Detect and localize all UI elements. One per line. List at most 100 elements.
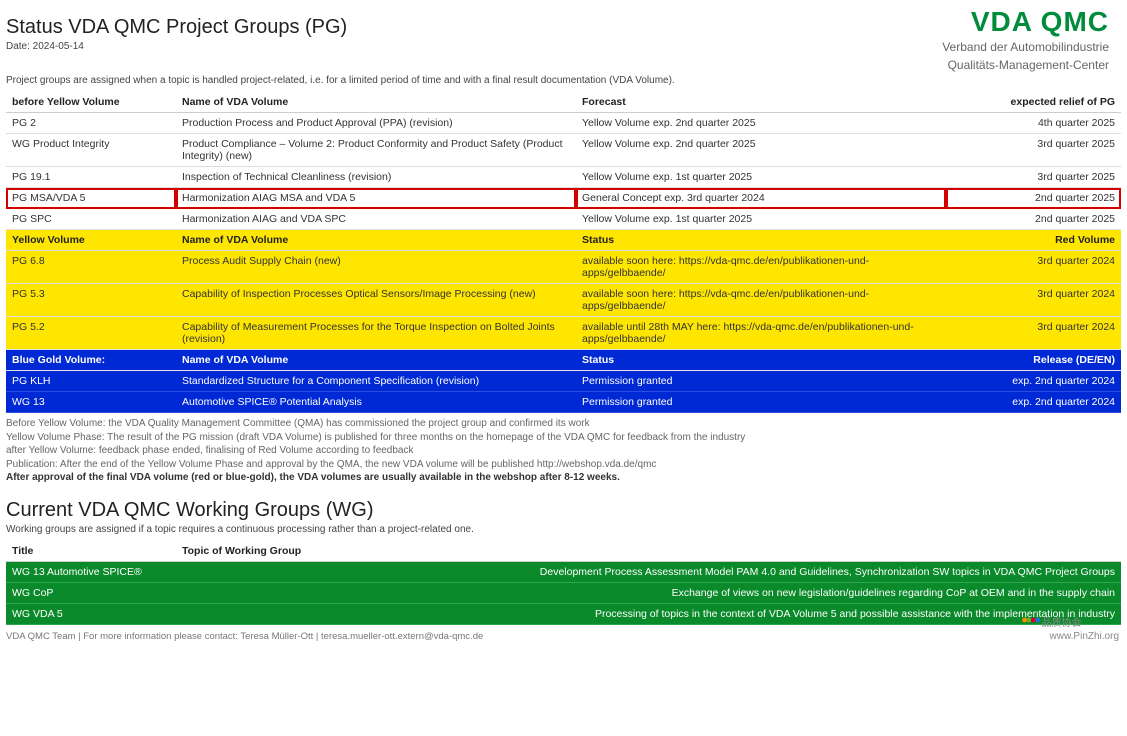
table-row: WG VDA 5Processing of topics in the cont… [6, 603, 1121, 624]
note-bold: After approval of the final VDA volume (… [6, 471, 1121, 485]
watermark-icon: •••• [1022, 610, 1039, 630]
logo-block: VDA QMC Verband der Automobilindustrie Q… [942, 6, 1121, 73]
table-row: PG 5.3Capability of Inspection Processes… [6, 284, 1121, 317]
table-cell: available soon here: https://vda-qmc.de/… [576, 284, 946, 317]
pg-notes: Before Yellow Volume: the VDA Quality Ma… [6, 417, 1121, 485]
table-cell: Yellow Volume exp. 1st quarter 2025 [576, 167, 946, 188]
watermark-line1: 品质协会 [1042, 618, 1082, 629]
col-name: Name of VDA Volume [176, 92, 576, 113]
table-cell: Capability of Measurement Processes for … [176, 317, 576, 350]
table-cell: available until 28th MAY here: https://v… [576, 317, 946, 350]
table-cell: WG 13 Automotive SPICE® [6, 561, 176, 582]
wg-title: Current VDA QMC Working Groups (WG) [6, 499, 1121, 522]
pg-title: Status VDA QMC Project Groups (PG) [6, 16, 942, 39]
note-line: Publication: After the end of the Yellow… [6, 458, 1121, 472]
table-cell: PG KLH [6, 371, 176, 392]
table-cell: General Concept exp. 3rd quarter 2024 [576, 188, 946, 209]
watermark-line2: www.PinZhi.org [1050, 631, 1119, 642]
table-cell: PG SPC [6, 209, 176, 230]
table-cell: Processing of topics in the context of V… [176, 603, 1121, 624]
table-cell: WG Product Integrity [6, 134, 176, 167]
table-cell: 3rd quarter 2024 [946, 284, 1121, 317]
table-cell: exp. 2nd quarter 2024 [946, 371, 1121, 392]
table-cell: PG MSA/VDA 5 [6, 188, 176, 209]
table-cell: 3rd quarter 2024 [946, 317, 1121, 350]
table-cell: Inspection of Technical Cleanliness (rev… [176, 167, 576, 188]
wg-table: Title Topic of Working Group WG 13 Autom… [6, 541, 1121, 625]
watermark: •••• 品质协会 www.PinZhi.org [1022, 611, 1119, 642]
table-row: WG CoPExchange of views on new legislati… [6, 582, 1121, 603]
col-bgv: Blue Gold Volume: [6, 350, 176, 371]
table-row: PG KLHStandardized Structure for a Compo… [6, 371, 1121, 392]
col-yv: Yellow Volume [6, 230, 176, 251]
pg-white-header: before Yellow Volume Name of VDA Volume … [6, 92, 1121, 113]
table-cell: Standardized Structure for a Component S… [176, 371, 576, 392]
table-cell: 2nd quarter 2025 [946, 209, 1121, 230]
table-cell: Automotive SPICE® Potential Analysis [176, 392, 576, 413]
table-cell: PG 6.8 [6, 251, 176, 284]
table-cell: Production Process and Product Approval … [176, 113, 576, 134]
col-release: Release (DE/EN) [946, 350, 1121, 371]
wg-intro: Working groups are assigned if a topic r… [6, 524, 1121, 535]
table-cell: 3rd quarter 2025 [946, 134, 1121, 167]
wg-header: Title Topic of Working Group [6, 541, 1121, 562]
col-relief: expected relief of PG [946, 92, 1121, 113]
pg-intro: Project groups are assigned when a topic… [6, 75, 1121, 86]
col-wg-title: Title [6, 541, 176, 562]
pg-yellow-header: Yellow Volume Name of VDA Volume Status … [6, 230, 1121, 251]
table-cell: Permission granted [576, 371, 946, 392]
table-cell: PG 2 [6, 113, 176, 134]
table-row: PG SPCHarmonization AIAG and VDA SPCYell… [6, 209, 1121, 230]
table-cell: 3rd quarter 2024 [946, 251, 1121, 284]
col-before-yv: before Yellow Volume [6, 92, 176, 113]
logo-text: VDA QMC [942, 6, 1109, 38]
table-row: PG 2Production Process and Product Appro… [6, 113, 1121, 134]
note-line: Before Yellow Volume: the VDA Quality Ma… [6, 417, 1121, 431]
page-header: Status VDA QMC Project Groups (PG) Date:… [6, 6, 1121, 73]
table-row: WG 13 Automotive SPICE®Development Proce… [6, 561, 1121, 582]
col-wg-topic: Topic of Working Group [176, 541, 1121, 562]
table-cell: Product Compliance – Volume 2: Product C… [176, 134, 576, 167]
pg-yellow-table: Yellow Volume Name of VDA Volume Status … [6, 230, 1121, 350]
table-cell: Harmonization AIAG MSA and VDA 5 [176, 188, 576, 209]
table-row: WG 13Automotive SPICE® Potential Analysi… [6, 392, 1121, 413]
note-line: Yellow Volume Phase: The result of the P… [6, 431, 1121, 445]
logo-sub1: Verband der Automobilindustrie [942, 40, 1109, 56]
logo-sub2: Qualitäts-Management-Center [942, 58, 1109, 74]
table-cell: Yellow Volume exp. 2nd quarter 2025 [576, 113, 946, 134]
table-row: PG 5.2Capability of Measurement Processe… [6, 317, 1121, 350]
table-cell: WG 13 [6, 392, 176, 413]
table-cell: Capability of Inspection Processes Optic… [176, 284, 576, 317]
table-cell: available soon here: https://vda-qmc.de/… [576, 251, 946, 284]
table-cell: Permission granted [576, 392, 946, 413]
pg-blue-header: Blue Gold Volume: Name of VDA Volume Sta… [6, 350, 1121, 371]
table-cell: WG VDA 5 [6, 603, 176, 624]
table-row: PG 19.1Inspection of Technical Cleanline… [6, 167, 1121, 188]
table-cell: Process Audit Supply Chain (new) [176, 251, 576, 284]
table-cell: PG 5.2 [6, 317, 176, 350]
table-cell: 4th quarter 2025 [946, 113, 1121, 134]
table-row: PG MSA/VDA 5Harmonization AIAG MSA and V… [6, 188, 1121, 209]
pg-white-table: before Yellow Volume Name of VDA Volume … [6, 92, 1121, 230]
col-status: Status [576, 350, 946, 371]
table-cell: exp. 2nd quarter 2024 [946, 392, 1121, 413]
table-cell: Yellow Volume exp. 2nd quarter 2025 [576, 134, 946, 167]
table-cell: Development Process Assessment Model PAM… [176, 561, 1121, 582]
col-status: Status [576, 230, 946, 251]
col-name: Name of VDA Volume [176, 350, 576, 371]
col-forecast: Forecast [576, 92, 946, 113]
footer-contact: VDA QMC Team | For more information plea… [6, 631, 1121, 642]
table-cell: PG 5.3 [6, 284, 176, 317]
table-cell: Yellow Volume exp. 1st quarter 2025 [576, 209, 946, 230]
table-row: WG Product IntegrityProduct Compliance –… [6, 134, 1121, 167]
table-cell: 3rd quarter 2025 [946, 167, 1121, 188]
table-cell: PG 19.1 [6, 167, 176, 188]
pg-blue-table: Blue Gold Volume: Name of VDA Volume Sta… [6, 350, 1121, 413]
table-cell: Harmonization AIAG and VDA SPC [176, 209, 576, 230]
col-name: Name of VDA Volume [176, 230, 576, 251]
note-line: after Yellow Volume: feedback phase ende… [6, 444, 1121, 458]
table-cell: Exchange of views on new legislation/gui… [176, 582, 1121, 603]
col-red-volume: Red Volume [946, 230, 1121, 251]
date-line: Date: 2024-05-14 [6, 41, 942, 52]
table-cell: WG CoP [6, 582, 176, 603]
